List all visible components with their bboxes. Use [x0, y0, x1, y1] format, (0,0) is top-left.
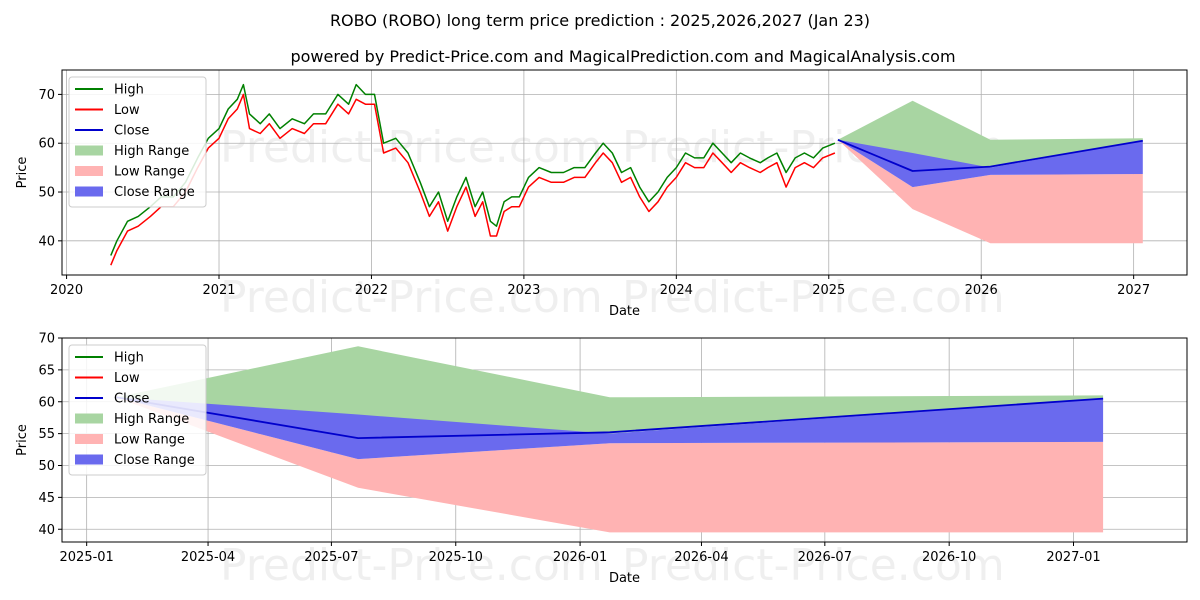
- watermark-text: Predict-Price.com: [220, 540, 603, 591]
- legend-label: Low Range: [114, 433, 185, 448]
- legend-patch-swatch: [75, 166, 103, 176]
- watermark-text: Predict-Price.com: [220, 122, 603, 173]
- x-axis-label: Date: [609, 571, 640, 586]
- legend-label: High Range: [114, 412, 189, 427]
- watermark-text: Predict-Price.com: [622, 272, 1005, 323]
- legend-patch-swatch: [75, 186, 103, 197]
- legend-box: [68, 344, 207, 476]
- y-tick-label: 65: [38, 363, 55, 378]
- y-axis-label: Price: [15, 157, 30, 189]
- x-tick-label: 2026-01: [553, 550, 607, 565]
- y-tick-label: 40: [38, 523, 55, 538]
- legend-patch-swatch: [75, 145, 103, 156]
- watermark-text: Predict-Price.com: [220, 272, 603, 323]
- legend-label: Low: [114, 371, 140, 386]
- legend-patch-swatch: [75, 434, 103, 444]
- legend-label: High: [114, 83, 144, 98]
- y-tick-label: 50: [38, 459, 55, 474]
- close-range-band: [837, 139, 1143, 188]
- chart-subtitle: powered by Predict-Price.com and Magical…: [290, 47, 955, 66]
- x-tick-label: 2026: [965, 283, 998, 298]
- x-axis-label: Date: [609, 304, 640, 319]
- x-tick-label: 2027: [1117, 283, 1150, 298]
- plot-area: [116, 346, 1104, 533]
- y-tick-label: 45: [38, 491, 55, 506]
- high-range-band: [116, 346, 1104, 434]
- plot-frame: [61, 337, 1188, 543]
- legend-label: Close Range: [114, 453, 195, 468]
- high-range-band: [837, 100, 1143, 168]
- legend-patch-swatch: [75, 413, 103, 424]
- legend-label: High Range: [114, 144, 189, 159]
- x-tick-label: 2025-01: [60, 550, 114, 565]
- legend-patch-swatch: [75, 454, 103, 465]
- legend-label: High: [114, 351, 144, 366]
- long-term-chart: Predict-Price.com Predict-Price.com Predic…: [15, 69, 1188, 323]
- x-tick-label: 2027-01: [1046, 550, 1100, 565]
- plot-frame: [61, 69, 1188, 276]
- x-tick-label: 2026-04: [674, 550, 728, 565]
- legend-label: Low Range: [114, 165, 185, 180]
- y-tick-label: 70: [38, 332, 55, 347]
- legend-label: Low: [114, 103, 140, 118]
- close-forecast-line: [837, 138, 1143, 172]
- watermark-text: Predict-Price.com: [622, 540, 1005, 591]
- close-range-band: [116, 397, 1104, 460]
- y-tick-label: 50: [38, 186, 55, 201]
- y-tick-label: 70: [38, 88, 55, 103]
- x-tick-label: 2025: [812, 283, 845, 298]
- legend-label: Close Range: [114, 185, 195, 200]
- close-forecast-line: [116, 396, 1104, 439]
- y-axis-label: Price: [15, 424, 30, 456]
- x-tick-label: 2025-10: [429, 550, 483, 565]
- x-tick-label: 2022: [355, 283, 388, 298]
- y-tick-label: 60: [38, 395, 55, 410]
- low-range-band: [116, 397, 1104, 533]
- high-history-line: [110, 83, 836, 256]
- plot-area: [110, 83, 1143, 266]
- x-tick-label: 2025-04: [181, 550, 235, 565]
- legend-box: [68, 76, 207, 208]
- low-range-band: [837, 139, 1143, 244]
- x-tick-label: 2024: [660, 283, 693, 298]
- x-tick-label: 2025-07: [304, 550, 358, 565]
- y-tick-label: 60: [38, 137, 55, 152]
- y-tick-label: 55: [38, 427, 55, 442]
- x-tick-label: 2026-10: [922, 550, 976, 565]
- legend-label: Close: [114, 392, 149, 407]
- legend-label: Close: [114, 124, 149, 139]
- chart-title: ROBO (ROBO) long term price prediction :…: [330, 11, 870, 30]
- x-tick-label: 2023: [507, 283, 540, 298]
- x-tick-label: 2026-07: [798, 550, 852, 565]
- y-tick-label: 40: [38, 234, 55, 249]
- legend: High Low Close High Range Low Range Close Ran…: [68, 344, 207, 476]
- zoomed-forecast-chart: Predict-Price.comPredict-Price.comPredic…: [15, 332, 1188, 591]
- x-tick-label: 2020: [50, 283, 83, 298]
- low-history-line: [110, 93, 836, 266]
- legend: High Low Close High Range Low Range Close Ran…: [68, 76, 207, 208]
- x-tick-label: 2021: [202, 283, 235, 298]
